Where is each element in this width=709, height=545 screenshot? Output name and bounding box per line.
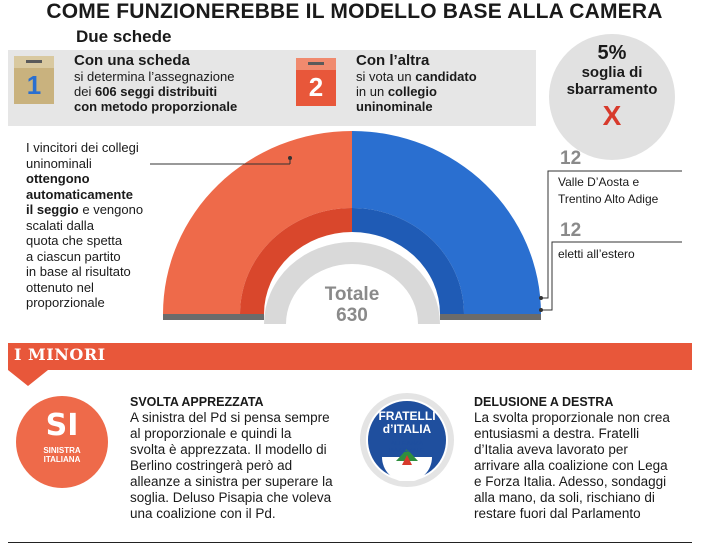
regioni-line2: Trentino Alto Adige: [558, 192, 659, 206]
note-bold1: ottengono: [26, 171, 90, 186]
destra-line: entusiasmi a destra. Fratelli: [474, 426, 640, 441]
ballot-box-2-icon: 2: [296, 58, 336, 106]
note-rest3: quota che spetta: [26, 233, 123, 248]
destra-line: restare fuori dal Parlamento: [474, 506, 641, 521]
destra-line: alla mano, da soli, rischiano di: [474, 490, 655, 505]
fratelli-logo-line1: FRATELLI: [378, 409, 436, 423]
sinistra-line: una coalizione con il Pd.: [130, 506, 276, 521]
minori-title: I MINORI: [14, 345, 106, 364]
page-subtitle: Due schede: [76, 27, 172, 46]
hemicycle-blue-inner: [352, 208, 464, 314]
sinistra-line: al proporzionale e quindi la: [130, 426, 292, 441]
note-vincitori: I vincitori dei collegi uninominali otte…: [26, 140, 166, 311]
scheda-1-card: Con una scheda si determina l’assegnazio…: [74, 52, 237, 114]
hemicycle-blue-outer: [352, 131, 541, 314]
note-rest7: proporzionale: [26, 295, 105, 310]
fratelli-logo-text: FRATELLI d’ITALIA: [366, 410, 448, 436]
sinistra-logo-line1: SINISTRA: [43, 446, 81, 455]
leader-dot-estero: [539, 308, 543, 312]
destra-line: arrivare alla coalizione con Lega: [474, 458, 668, 473]
leader-dot-regioni: [539, 296, 543, 300]
hemicycle-red-inner: [240, 208, 352, 314]
sinistra-italiana-logo: [16, 396, 108, 488]
totale-value: 630: [336, 305, 368, 326]
regioni-count: 12: [560, 148, 582, 169]
note-line1: I vincitori dei collegi: [26, 140, 139, 155]
soglia-percent: 5%: [597, 42, 627, 64]
note-rest5: in base al risultato: [26, 264, 131, 279]
regioni-line1: Valle D’Aosta e: [558, 175, 640, 189]
sinistra-line: alleanze a sinistra per superare la: [130, 474, 333, 489]
scheda-2-line3-bold: uninominale: [356, 99, 433, 114]
ballot-box-1-number: 1: [26, 70, 42, 100]
minori-band-arrow-icon: [8, 370, 48, 386]
sinistra-logo-mark: SI: [45, 408, 79, 443]
scheda-2-line1-pre: si vota un: [356, 69, 416, 84]
scheda-2-card: Con l’altra si vota un candidato in un c…: [356, 52, 477, 114]
fratelli-logo-line3: ALLEANZA: [390, 441, 424, 447]
destra-line: La svolta proporzionale non crea: [474, 410, 670, 425]
page-title: COME FUNZIONEREBBE IL MODELLO BASE ALLA …: [46, 0, 663, 23]
scheda-1-line3-bold: con metodo proporzionale: [74, 99, 238, 114]
hemicycle-gray-ring: [264, 242, 440, 324]
soglia-circle: [549, 34, 675, 160]
destra-line: e Forza Italia. Adesso, sondaggi: [474, 474, 667, 489]
destra-line: d’Italia aveva lavorato per: [474, 442, 628, 457]
note-rest6: ottenuto nel: [26, 279, 94, 295]
scheda-1-line1: si determina l’assegnazione: [74, 69, 235, 84]
note-rest1: e vengono: [78, 202, 144, 217]
scheda-1-line2-pre: dei: [74, 84, 95, 99]
sinistra-logo-text: SINISTRA ITALIANA: [16, 446, 108, 464]
soglia-label-line2: sbarramento: [566, 81, 658, 98]
scheda-1-line2-bold: 606 seggi distribuiti: [94, 84, 218, 99]
scheda-2-line2-pre: in un: [356, 84, 388, 99]
scheda-1-head: Con una scheda: [74, 52, 190, 69]
fratelli-logo-subtext: ALLEANZA NAZIONALE: [366, 441, 448, 455]
destra-head: DELUSIONE A DESTRA: [474, 395, 614, 409]
fratelli-logo-line2: d’ITALIA: [382, 422, 432, 436]
totale-label: Totale: [324, 284, 380, 305]
scheda-2-line2-bold: collegio: [387, 84, 437, 99]
hemicycle-base-right: [440, 314, 541, 320]
bottom-rule: [8, 542, 692, 543]
sinistra-line: svolta è apprezzata. Il modello di: [130, 442, 327, 457]
sinistra-line: Berlino costringerà però ad: [130, 458, 293, 473]
estero-label: eletti all’estero: [558, 247, 635, 261]
hemicycle-red-outer: [163, 131, 352, 314]
scheda-2-line1-bold: candidato: [415, 69, 477, 84]
note-line2: uninominali: [26, 155, 92, 171]
hemicycle-base-left: [163, 314, 264, 320]
sinistra-logo-line2: ITALIANA: [43, 455, 81, 464]
note-bold2: automaticamente: [26, 186, 133, 202]
soglia-label-line1: soglia di: [581, 64, 643, 81]
soglia-x-icon: X: [602, 100, 622, 131]
regioni-label: Valle D’Aosta e Trentino Alto Adige: [558, 174, 658, 208]
leader-dot-note: [288, 156, 292, 160]
leader-line-estero: [541, 241, 682, 311]
sinistra-line: A sinistra del Pd si pensa sempre: [130, 410, 330, 425]
schede-band: [8, 50, 536, 126]
fratelli-logo-line4: NAZIONALE: [389, 448, 425, 454]
destra-body: La svolta proporzionale non crea entusia…: [474, 410, 700, 522]
sinistra-body: A sinistra del Pd si pensa sempre al pro…: [130, 410, 352, 522]
soglia-label: soglia di sbarramento: [549, 64, 675, 98]
estero-count: 12: [560, 220, 582, 241]
note-bold3: il seggio: [26, 202, 79, 217]
note-rest2: scalati dalla: [26, 217, 94, 233]
leader-line-regioni: [541, 170, 682, 299]
ballot-box-2-number: 2: [308, 72, 324, 102]
totale-seggi: Totale 630: [300, 284, 404, 326]
note-rest4: a ciascun partito: [26, 248, 121, 264]
fratelli-logo-art: [366, 399, 448, 481]
ballot-box-1-icon: 1: [14, 56, 54, 104]
sinistra-line: soglia. Deluso Pisapia che voleva: [130, 490, 332, 505]
minori-band: [8, 343, 692, 370]
scheda-2-head: Con l’altra: [356, 52, 430, 69]
sinistra-head: SVOLTA APPREZZATA: [130, 395, 264, 409]
